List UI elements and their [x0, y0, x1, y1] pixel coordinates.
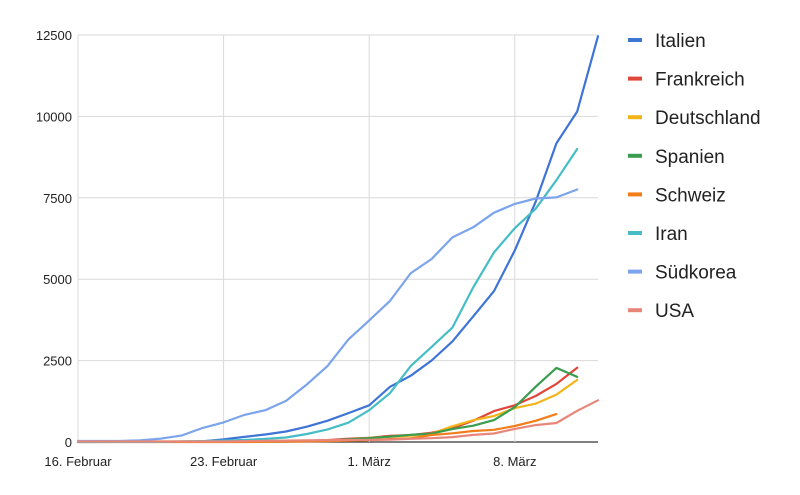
legend-label: Italien	[655, 31, 706, 52]
x-tick-label: 16. Februar	[44, 454, 112, 469]
y-tick-label: 5000	[43, 272, 72, 287]
y-axis-ticks: 0 2500 5000 7500 10000 12500	[36, 28, 72, 450]
y-tick-label: 12500	[36, 28, 72, 43]
legend-label: Südkorea	[655, 263, 737, 284]
series-line-5	[76, 147, 579, 444]
legend-label: Spanien	[655, 147, 725, 168]
series-line-6	[76, 188, 579, 443]
legend-label: Iran	[655, 224, 688, 245]
legend: Italien Frankreich Deutschland Spanien Schwe…	[628, 31, 761, 322]
x-tick-label: 1. März	[348, 454, 391, 469]
legend-label: Deutschland	[655, 108, 761, 129]
series-line-7	[76, 399, 600, 443]
x-tick-label: 23. Februar	[190, 454, 258, 469]
legend-label: USA	[655, 301, 694, 322]
x-axis-ticks: 16. Februar 23. Februar 1. März 8. März	[44, 454, 536, 469]
legend-label: Schweiz	[655, 185, 726, 206]
series-line-0	[76, 35, 600, 443]
y-tick-label: 7500	[43, 191, 72, 206]
y-tick-label: 0	[65, 435, 72, 450]
series-lines	[76, 35, 600, 444]
x-tick-label: 8. März	[493, 454, 536, 469]
legend-label: Frankreich	[655, 70, 745, 91]
y-tick-label: 2500	[43, 354, 72, 369]
grid-lines	[77, 34, 598, 443]
y-tick-label: 10000	[36, 109, 72, 124]
